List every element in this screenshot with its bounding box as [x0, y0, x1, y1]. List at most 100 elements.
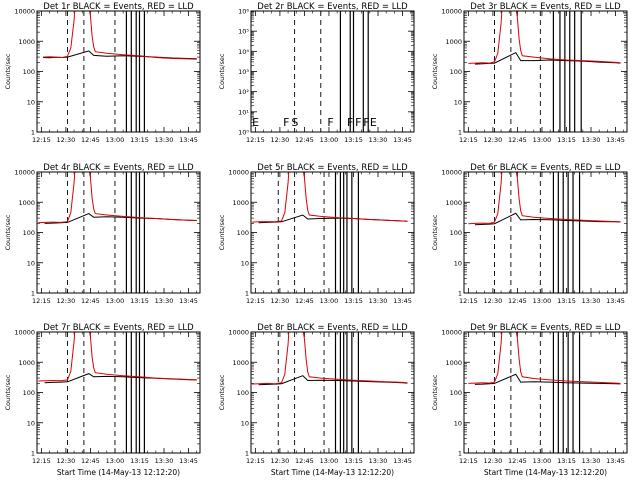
x-tick-label: 12:45: [508, 136, 527, 144]
y-tick-label: 1000: [18, 38, 35, 46]
panel-det-2: Det 2r BLACK = Events, RED = LLD Counts/s…: [218, 2, 415, 144]
panel-det-8: Det 8r BLACK = Events, RED = LLD Counts/s…: [218, 323, 415, 477]
y-tick-label: 10000: [14, 169, 35, 177]
panel-det-4: Det 4r BLACK = Events, RED = LLD Counts/s…: [4, 163, 201, 305]
x-tick-label: 13:45: [606, 457, 625, 465]
panel-det-7: Det 7r BLACK = Events, RED = LLD Counts/s…: [4, 323, 201, 477]
panel-title: Det 4r BLACK = Events, RED = LLD: [43, 163, 194, 173]
events-series-line: [474, 212, 621, 226]
y-tick-label: 10⁶: [238, 8, 249, 16]
x-tick-label: 13:30: [155, 136, 174, 144]
annotation-label: E: [252, 116, 259, 129]
plot-area: [38, 172, 197, 293]
y-tick-label: 100: [450, 389, 462, 397]
lld-series-line: [252, 332, 408, 385]
x-tick-label: 12:30: [484, 457, 503, 465]
plot-area: [252, 172, 408, 293]
x-tick-label: 13:15: [130, 457, 149, 465]
annotation-label: S: [291, 116, 298, 129]
lld-series-line: [252, 172, 408, 223]
y-tick-label: 1: [31, 129, 35, 137]
panel-det-1: Det 1r BLACK = Events, RED = LLD Counts/s…: [4, 2, 201, 144]
y-tick-label: 10000: [14, 329, 35, 337]
y-tick-label: 10000: [228, 329, 249, 337]
x-tick-label: 12:15: [459, 457, 478, 465]
x-tick-label: 12:15: [32, 297, 51, 305]
y-tick-label: 10: [454, 419, 462, 427]
panel-title: Det 1r BLACK = Events, RED = LLD: [43, 2, 194, 12]
x-tick-label: 12:45: [81, 136, 100, 144]
y-tick-label: 10¹: [238, 108, 249, 116]
x-tick-label: 12:30: [484, 136, 503, 144]
x-tick-label: 13:45: [393, 297, 412, 305]
y-tick-label: 10000: [441, 329, 462, 337]
y-tick-label: 10: [27, 259, 35, 267]
y-tick-label: 1: [458, 290, 462, 298]
y-tick-label: 1000: [232, 199, 249, 207]
y-tick-label: 100: [237, 389, 249, 397]
y-tick-label: 10: [27, 419, 35, 427]
x-tick-label: 13:45: [393, 457, 412, 465]
plot-frame: [463, 10, 628, 133]
lld-series-line: [38, 332, 197, 382]
lld-series-line: [38, 172, 197, 224]
annotation-label: E: [370, 116, 377, 129]
lld-series-line: [468, 11, 621, 64]
y-tick-label: 10⁵: [238, 28, 249, 36]
x-tick-label: 13:45: [606, 136, 625, 144]
y-axis-label: Counts/sec: [4, 374, 12, 410]
panel-title: Det 3r BLACK = Events, RED = LLD: [470, 2, 621, 12]
x-tick-label: 13:15: [557, 297, 576, 305]
x-tick-label: 12:45: [295, 297, 314, 305]
plot-area: [468, 11, 621, 132]
x-tick-label: 13:45: [179, 297, 198, 305]
plot-frame: [250, 331, 415, 454]
x-tick-label: 12:30: [271, 136, 290, 144]
y-axis-label: Counts/sec: [431, 374, 439, 410]
x-tick-label: 12:30: [57, 297, 76, 305]
x-tick-label: 12:30: [271, 297, 290, 305]
y-tick-label: 1000: [232, 359, 249, 367]
x-tick-label: 12:45: [81, 297, 100, 305]
plot-area: [468, 172, 621, 293]
x-tick-label: 12:30: [57, 136, 76, 144]
y-axis-label: Counts/sec: [4, 53, 12, 89]
x-tick-label: 12:15: [246, 136, 265, 144]
annotation-label: F: [355, 116, 361, 129]
x-tick-label: 13:15: [344, 297, 363, 305]
y-tick-label: 100: [23, 68, 35, 76]
x-tick-label: 13:00: [533, 136, 552, 144]
x-axis-label: Start Time (14-May-13 12:12:20): [271, 468, 394, 477]
x-tick-label: 12:15: [246, 457, 265, 465]
x-tick-label: 13:15: [557, 457, 576, 465]
x-tick-label: 13:30: [369, 457, 388, 465]
y-tick-label: 10: [27, 98, 35, 106]
lld-series-line: [468, 172, 621, 225]
y-tick-label: 1000: [445, 199, 462, 207]
x-tick-label: 13:30: [582, 457, 601, 465]
y-tick-label: 10: [241, 259, 249, 267]
y-tick-label: 1000: [18, 199, 35, 207]
y-tick-label: 10⁴: [238, 48, 249, 56]
x-tick-label: 13:30: [369, 297, 388, 305]
x-tick-label: 13:30: [155, 297, 174, 305]
x-tick-label: 13:15: [344, 136, 363, 144]
panel-title: Det 6r BLACK = Events, RED = LLD: [470, 163, 621, 173]
panel-title: Det 2r BLACK = Events, RED = LLD: [257, 2, 408, 12]
y-tick-label: 10: [454, 259, 462, 267]
panel-det-5: Det 5r BLACK = Events, RED = LLD Counts/s…: [218, 163, 415, 305]
y-tick-label: 1000: [445, 359, 462, 367]
x-tick-label: 12:45: [81, 457, 100, 465]
y-tick-label: 10000: [14, 8, 35, 16]
y-tick-label: 100: [450, 68, 462, 76]
x-axis-label: Start Time (14-May-13 12:12:20): [57, 468, 180, 477]
x-tick-label: 13:45: [606, 297, 625, 305]
y-tick-label: 1: [458, 450, 462, 458]
y-axis-label: Counts/sec: [4, 214, 12, 250]
plot-area: [468, 332, 621, 453]
plot-frame: [250, 171, 415, 294]
x-tick-label: 13:00: [320, 457, 339, 465]
annotation-label: F: [363, 116, 369, 129]
annotation-label: F: [347, 116, 353, 129]
